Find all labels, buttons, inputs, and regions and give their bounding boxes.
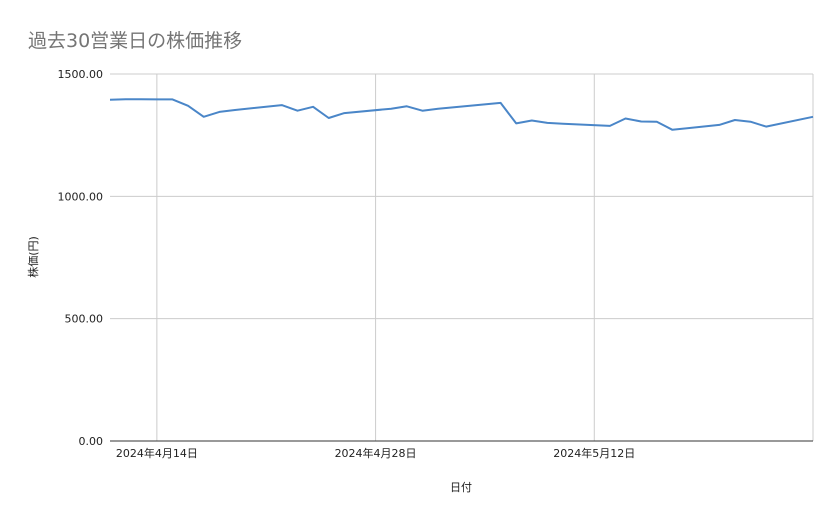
grid-lines bbox=[110, 73, 814, 441]
data-point bbox=[499, 102, 501, 104]
series-layer bbox=[109, 98, 814, 131]
data-point bbox=[765, 125, 767, 127]
data-point bbox=[187, 105, 189, 107]
y-tick-label: 1000.00 bbox=[58, 190, 104, 203]
data-point bbox=[296, 110, 298, 112]
data-point bbox=[671, 129, 673, 131]
x-tick-label: 2024年5月12日 bbox=[553, 446, 635, 460]
data-point bbox=[640, 120, 642, 122]
data-point bbox=[406, 105, 408, 107]
data-point bbox=[609, 125, 611, 127]
series-line bbox=[109, 98, 814, 131]
data-point bbox=[749, 121, 751, 123]
data-point bbox=[312, 106, 314, 108]
data-point bbox=[390, 108, 392, 110]
data-point bbox=[812, 116, 814, 118]
data-point bbox=[156, 98, 158, 100]
data-point bbox=[328, 117, 330, 119]
data-point bbox=[515, 122, 517, 124]
data-point bbox=[343, 112, 345, 114]
y-tick-label: 500.00 bbox=[65, 313, 104, 326]
data-point bbox=[437, 108, 439, 110]
data-point bbox=[281, 104, 283, 106]
data-point bbox=[203, 116, 205, 118]
data-point bbox=[546, 122, 548, 124]
data-point bbox=[656, 121, 658, 123]
data-point bbox=[531, 119, 533, 121]
data-point bbox=[109, 98, 111, 100]
y-tick-label: 0.00 bbox=[79, 435, 104, 448]
data-point bbox=[421, 110, 423, 112]
x-axis-title: 日付 bbox=[450, 481, 472, 494]
data-point bbox=[734, 119, 736, 121]
x-tick-label: 2024年4月14日 bbox=[116, 446, 198, 460]
data-point bbox=[562, 122, 564, 124]
data-point bbox=[171, 98, 173, 100]
data-point bbox=[218, 111, 220, 113]
data-point bbox=[718, 124, 720, 126]
data-point bbox=[234, 109, 236, 111]
tick-labels: 0.00 500.00 1000.00 1500.00 2024年4月14日 2024年4… bbox=[58, 68, 636, 460]
data-point bbox=[124, 98, 126, 100]
y-axis-title: 株価(円) bbox=[26, 236, 40, 278]
data-point bbox=[624, 117, 626, 119]
y-tick-label: 1500.00 bbox=[58, 68, 104, 81]
data-point bbox=[140, 98, 142, 100]
chart-title: 過去30営業日の株価推移 bbox=[28, 30, 243, 52]
x-tick-label: 2024年4月28日 bbox=[335, 446, 417, 460]
